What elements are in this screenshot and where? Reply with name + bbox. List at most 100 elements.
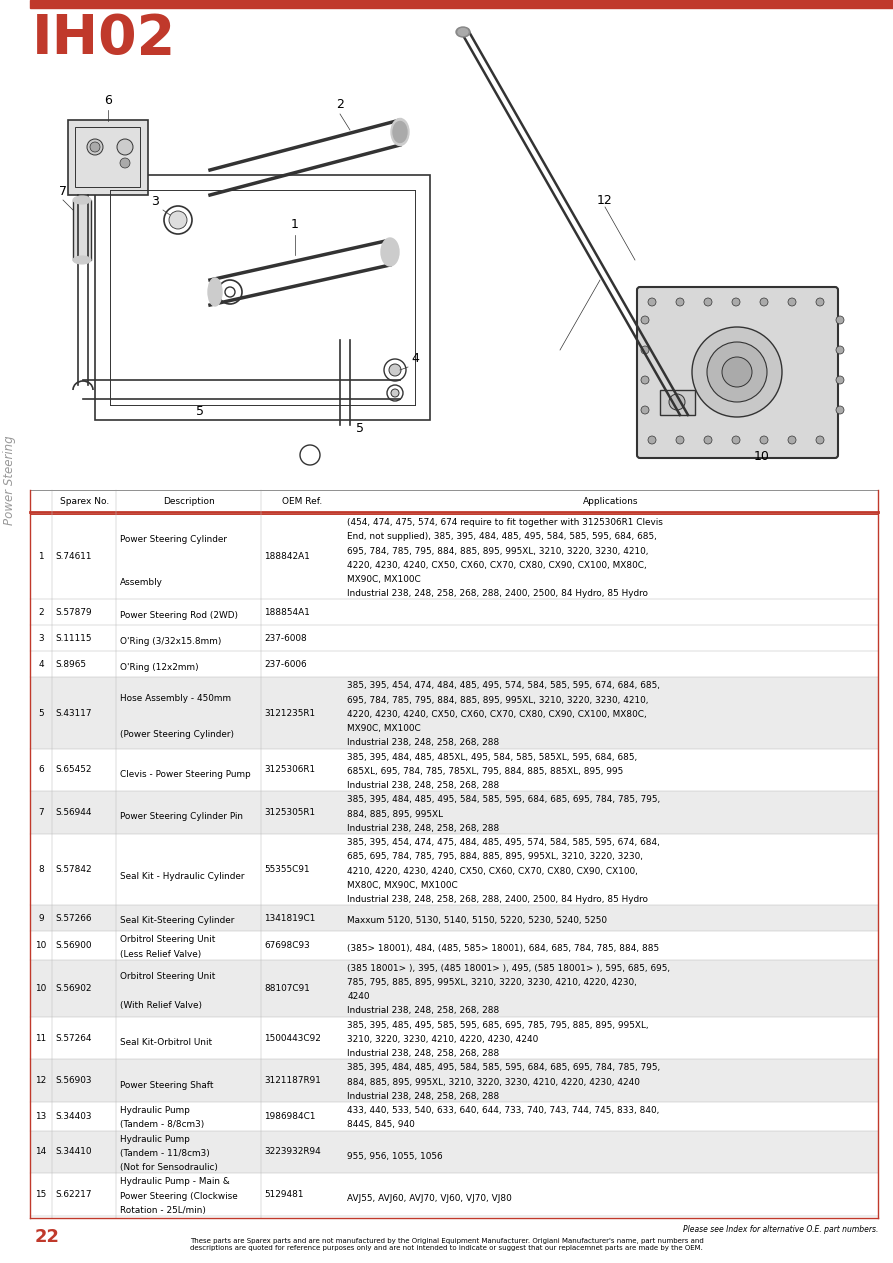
Text: 3121235R1: 3121235R1 [264, 709, 315, 717]
Ellipse shape [393, 121, 407, 143]
Text: 15: 15 [36, 1190, 46, 1199]
Circle shape [669, 394, 685, 410]
Text: Power Steering Shaft: Power Steering Shaft [120, 1081, 213, 1090]
Text: 385, 395, 485, 495, 585, 595, 685, 695, 785, 795, 885, 895, 995XL,: 385, 395, 485, 495, 585, 595, 685, 695, … [347, 1021, 649, 1029]
Circle shape [164, 206, 192, 234]
Text: Industrial 238, 248, 258, 268, 288: Industrial 238, 248, 258, 268, 288 [347, 739, 499, 748]
Circle shape [648, 436, 656, 445]
Bar [73, 200, 91, 260]
Text: Power Steering: Power Steering [4, 436, 16, 525]
Ellipse shape [391, 119, 409, 145]
Text: 1500443C92: 1500443C92 [264, 1033, 321, 1042]
Text: 237-6008: 237-6008 [264, 634, 307, 643]
Text: 5: 5 [356, 422, 364, 434]
Text: Hydraulic Pump: Hydraulic Pump [120, 1134, 190, 1143]
Text: S.56900: S.56900 [55, 941, 92, 950]
Bar [68, 120, 148, 195]
Text: AVJ55, AVJ60, AVJ70, VJ60, VJ70, VJ80: AVJ55, AVJ60, AVJ70, VJ60, VJ70, VJ80 [347, 1195, 512, 1204]
Circle shape [641, 316, 649, 325]
Text: S.56902: S.56902 [55, 984, 92, 993]
FancyBboxPatch shape [637, 287, 838, 458]
Circle shape [788, 298, 796, 306]
Text: S.34403: S.34403 [55, 1111, 92, 1120]
Text: 5129481: 5129481 [264, 1190, 304, 1199]
Text: Industrial 238, 248, 258, 268, 288: Industrial 238, 248, 258, 268, 288 [347, 823, 499, 832]
Text: O'Ring (3/32x15.8mm): O'Ring (3/32x15.8mm) [120, 637, 221, 645]
Text: 884, 885, 895, 995XL: 884, 885, 895, 995XL [347, 810, 443, 818]
Text: 9: 9 [38, 913, 44, 923]
Ellipse shape [456, 27, 470, 37]
Text: 785, 795, 885, 895, 995XL, 3210, 3220, 3230, 4210, 4220, 4230,: 785, 795, 885, 895, 995XL, 3210, 3220, 3… [347, 978, 637, 986]
Text: 5: 5 [196, 405, 204, 418]
Bar [30, 906, 878, 931]
Text: Industrial 238, 248, 258, 268, 288: Industrial 238, 248, 258, 268, 288 [347, 1007, 499, 1015]
Circle shape [732, 436, 740, 445]
Ellipse shape [381, 237, 399, 266]
Text: S.57842: S.57842 [55, 865, 92, 874]
Text: Please see Index for alternative O.E. part numbers.: Please see Index for alternative O.E. pa… [682, 1225, 878, 1234]
Text: 685XL, 695, 784, 785, 785XL, 795, 884, 885, 885XL, 895, 995: 685XL, 695, 784, 785, 785XL, 795, 884, 8… [347, 767, 623, 775]
Circle shape [169, 211, 187, 229]
Text: 385, 395, 484, 485, 485XL, 495, 584, 585, 585XL, 595, 684, 685,: 385, 395, 484, 485, 485XL, 495, 584, 585… [347, 753, 638, 762]
Text: Sparex No.: Sparex No. [60, 496, 109, 505]
Circle shape [384, 359, 406, 381]
Ellipse shape [73, 256, 91, 264]
Bar [30, 960, 878, 1017]
Text: 4: 4 [411, 352, 419, 365]
Circle shape [836, 346, 844, 354]
Circle shape [641, 405, 649, 414]
Text: Power Steering Cylinder Pin: Power Steering Cylinder Pin [120, 812, 243, 821]
Text: (Less Relief Valve): (Less Relief Valve) [120, 950, 201, 959]
Text: 695, 784, 785, 795, 884, 885, 895, 995XL, 3210, 3220, 3230, 4210,: 695, 784, 785, 795, 884, 885, 895, 995XL… [347, 547, 648, 556]
Circle shape [641, 346, 649, 354]
Text: S.56944: S.56944 [55, 808, 92, 817]
Circle shape [816, 298, 824, 306]
Text: O'Ring (12x2mm): O'Ring (12x2mm) [120, 663, 198, 672]
Text: These parts are Sparex parts and are not manufactured by the Original Equipment : These parts are Sparex parts and are not… [189, 1238, 704, 1250]
Text: 4240: 4240 [347, 993, 370, 1002]
Text: 4220, 4230, 4240, CX50, CX60, CX70, CX80, CX90, CX100, MX80C,: 4220, 4230, 4240, CX50, CX60, CX70, CX80… [347, 561, 647, 570]
Text: S.56903: S.56903 [55, 1076, 92, 1085]
Text: S.34410: S.34410 [55, 1147, 92, 1157]
Text: (385> 18001), 484, (485, 585> 18001), 684, 685, 784, 785, 884, 885: (385> 18001), 484, (485, 585> 18001), 68… [347, 943, 659, 952]
Text: S.43117: S.43117 [55, 709, 92, 717]
Text: (Power Steering Cylinder): (Power Steering Cylinder) [120, 730, 234, 739]
Text: 67698C93: 67698C93 [264, 941, 310, 950]
Circle shape [836, 376, 844, 384]
Text: 2: 2 [336, 99, 344, 111]
Circle shape [387, 385, 403, 400]
Text: S.57264: S.57264 [55, 1033, 92, 1042]
Text: S.8965: S.8965 [55, 661, 87, 669]
Text: Seal Kit - Hydraulic Cylinder: Seal Kit - Hydraulic Cylinder [120, 873, 245, 882]
Text: OEM Ref.: OEM Ref. [282, 496, 322, 505]
Text: Power Steering Rod (2WD): Power Steering Rod (2WD) [120, 610, 238, 620]
Text: S.57879: S.57879 [55, 608, 92, 616]
Text: 955, 956, 1055, 1056: 955, 956, 1055, 1056 [347, 1152, 443, 1161]
Circle shape [225, 287, 235, 297]
Text: End, not supplied), 385, 395, 484, 485, 495, 584, 585, 595, 684, 685,: End, not supplied), 385, 395, 484, 485, … [347, 532, 657, 542]
Text: 3: 3 [151, 195, 159, 208]
Text: Seal Kit-Orbitrol Unit: Seal Kit-Orbitrol Unit [120, 1038, 213, 1047]
Text: 884, 885, 895, 995XL, 3210, 3220, 3230, 4210, 4220, 4230, 4240: 884, 885, 895, 995XL, 3210, 3220, 3230, … [347, 1077, 640, 1086]
Text: 10: 10 [754, 450, 770, 464]
Text: MX80C, MX90C, MX100C: MX80C, MX90C, MX100C [347, 880, 458, 890]
Text: Seal Kit-Steering Cylinder: Seal Kit-Steering Cylinder [120, 917, 234, 926]
Text: Industrial 238, 248, 258, 268, 288: Industrial 238, 248, 258, 268, 288 [347, 1092, 499, 1101]
Text: Industrial 238, 248, 258, 268, 288: Industrial 238, 248, 258, 268, 288 [347, 781, 499, 791]
Circle shape [391, 389, 399, 397]
Text: S.11115: S.11115 [55, 634, 92, 643]
Text: 88107C91: 88107C91 [264, 984, 310, 993]
Text: MX90C, MX100C: MX90C, MX100C [347, 575, 421, 584]
Text: (Not for Sensodraulic): (Not for Sensodraulic) [120, 1163, 218, 1172]
Text: 12: 12 [597, 193, 613, 206]
Text: 385, 395, 454, 474, 484, 485, 495, 574, 584, 585, 595, 674, 684, 685,: 385, 395, 454, 474, 484, 485, 495, 574, … [347, 682, 660, 691]
Text: 22: 22 [35, 1228, 60, 1247]
Circle shape [704, 298, 712, 306]
Text: Rotation - 25L/min): Rotation - 25L/min) [120, 1206, 206, 1215]
Text: 433, 440, 533, 540, 633, 640, 644, 733, 740, 743, 744, 745, 833, 840,: 433, 440, 533, 540, 633, 640, 644, 733, … [347, 1106, 660, 1115]
Text: 5: 5 [38, 709, 44, 717]
Bar [30, 792, 878, 834]
Bar [660, 390, 695, 416]
Text: Hydraulic Pump: Hydraulic Pump [120, 1106, 190, 1115]
Text: (385 18001> ), 395, (485 18001> ), 495, (585 18001> ), 595, 685, 695,: (385 18001> ), 395, (485 18001> ), 495, … [347, 964, 671, 973]
